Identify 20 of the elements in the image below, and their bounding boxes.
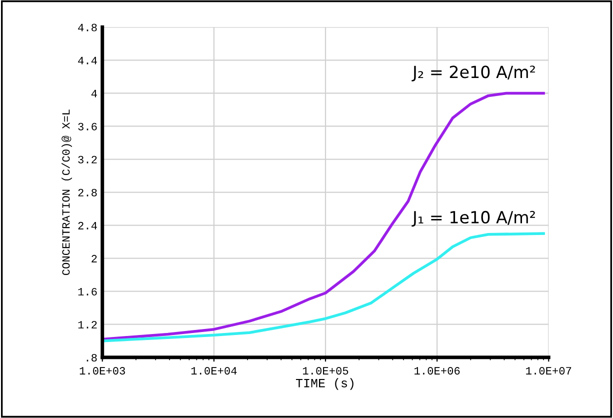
x-tick-label: 1.0E+07 bbox=[526, 367, 572, 375]
y-tick-label: 2.4 bbox=[78, 222, 97, 230]
y-tick-label: 3.2 bbox=[78, 156, 97, 164]
annotation: J₁ = 1e10 A/m² bbox=[412, 210, 535, 227]
x-tick-label: 1.0E+06 bbox=[414, 367, 460, 375]
y-tick-label: 1.2 bbox=[78, 320, 97, 328]
y-tick-label: 4 bbox=[91, 90, 97, 98]
y-axis-title: CONCENTRATION (C/C0)@ X=L bbox=[62, 110, 72, 276]
x-tick-label: 1.0E+05 bbox=[302, 367, 348, 375]
y-tick-label: .8 bbox=[86, 354, 97, 362]
y-tick-label: 2 bbox=[92, 254, 97, 262]
x-axis-title: TIME (s) bbox=[296, 378, 354, 390]
x-tick-label: 1.0E+03 bbox=[80, 367, 125, 375]
annotation: J₂ = 2e10 A/m² bbox=[412, 66, 535, 82]
x-tick-label: 1.0E+04 bbox=[191, 367, 237, 375]
y-tick-label: 4.4 bbox=[78, 56, 97, 64]
y-tick-label: 3.6 bbox=[78, 122, 97, 130]
y-tick-label: 2.8 bbox=[78, 188, 97, 196]
y-tick-label: 4.8 bbox=[78, 24, 97, 32]
y-tick-label: 1.6 bbox=[78, 288, 97, 296]
